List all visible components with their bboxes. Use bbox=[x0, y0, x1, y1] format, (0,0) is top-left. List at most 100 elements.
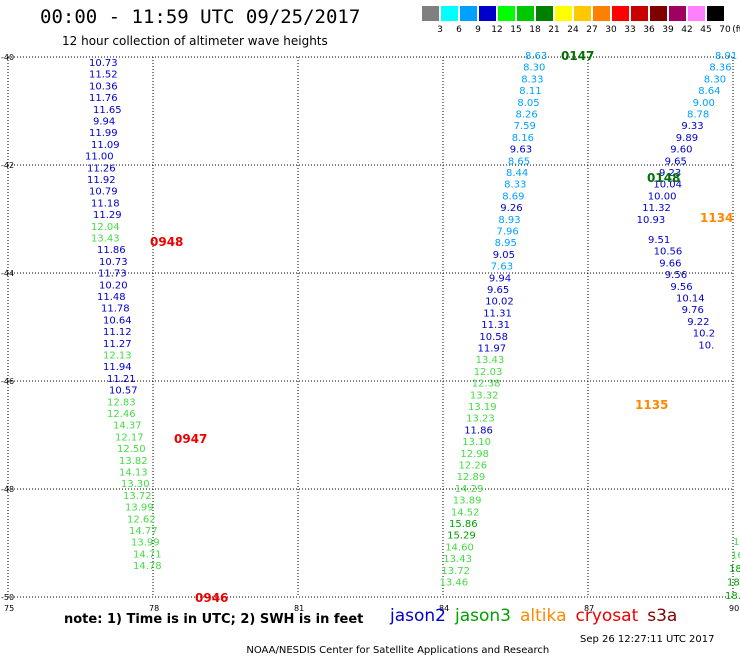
wave-height-value: 13.30 bbox=[121, 479, 150, 490]
wave-height-value: 14.78 bbox=[133, 561, 162, 572]
wave-height-value: 10.20 bbox=[99, 280, 128, 291]
wave-height-value: 9.00 bbox=[693, 98, 715, 109]
wave-height-value: 15.29 bbox=[447, 531, 476, 542]
wave-height-value: 11.12 bbox=[103, 327, 132, 338]
wave-height-value: 12.03 bbox=[474, 367, 503, 378]
legend-label: 9 bbox=[475, 25, 481, 35]
wave-height-value: 9.51 bbox=[648, 235, 670, 246]
wave-height-value: 9.76 bbox=[682, 305, 704, 316]
legend-label: 33 bbox=[624, 25, 636, 35]
wave-height-value: 8.91 bbox=[715, 51, 737, 62]
wave-height-value: 12.13 bbox=[103, 351, 132, 362]
x-tick-label: 87 bbox=[584, 604, 594, 613]
wave-height-value: 11.26 bbox=[87, 163, 116, 174]
satellite-legend: jason2 jason3 altika cryosat s3a bbox=[390, 606, 686, 626]
wave-height-value: 8.30 bbox=[523, 63, 545, 74]
wave-height-value: 7.63 bbox=[491, 262, 513, 273]
legend-swatch bbox=[574, 6, 591, 21]
wave-height-value: 8.63 bbox=[525, 51, 547, 62]
wave-height-value: 10.58 bbox=[479, 332, 508, 343]
legend-label: 36 bbox=[643, 25, 655, 35]
wave-height-value: 12.26 bbox=[459, 461, 488, 472]
page-title: 00:00 - 11:59 UTC 09/25/2017 bbox=[40, 6, 361, 28]
wave-height-value: 10. bbox=[698, 340, 714, 351]
wave-height-value: 11.27 bbox=[103, 339, 132, 350]
wave-height-value: 9.05 bbox=[493, 250, 515, 261]
wave-height-value: 10.93 bbox=[637, 215, 666, 226]
wave-height-value: 8.78 bbox=[687, 110, 709, 121]
wave-height-value: 11.73 bbox=[98, 269, 127, 280]
x-tick-label: 90 bbox=[729, 604, 739, 613]
wave-height-value: 9.60 bbox=[670, 145, 692, 156]
legend-swatch bbox=[536, 6, 553, 21]
wave-height-value: 11.18 bbox=[91, 198, 120, 209]
wave-height-value: 10.73 bbox=[89, 58, 118, 69]
legend-label: 39 bbox=[662, 25, 674, 35]
wave-height-value: 11.78 bbox=[101, 304, 130, 315]
footer: NOAA/NESDIS Center for Satellite Applica… bbox=[240, 634, 714, 667]
wave-height-value: 11.65 bbox=[93, 105, 122, 116]
wave-height-value: 8.64 bbox=[698, 86, 720, 97]
legend-label: 21 bbox=[548, 25, 560, 35]
wave-height-value: 14.37 bbox=[113, 421, 142, 432]
satellite-altika: altika bbox=[520, 606, 567, 626]
x-tick-label: 84 bbox=[439, 604, 449, 613]
wave-height-value: 11.99 bbox=[89, 128, 118, 139]
legend-swatch bbox=[498, 6, 515, 21]
legend-swatch bbox=[555, 6, 572, 21]
pass-time-label: 1135 bbox=[635, 398, 668, 412]
wave-height-map: -40-42-44-46-48-5075788184879010.7311.52… bbox=[1, 49, 740, 613]
legend-label: 27 bbox=[586, 25, 598, 35]
y-tick-label: -50 bbox=[1, 593, 14, 602]
wave-height-value: 9.56 bbox=[670, 282, 692, 293]
page-subtitle: 12 hour collection of altimeter wave hei… bbox=[62, 34, 328, 48]
legend-swatch bbox=[441, 6, 458, 21]
wave-height-value: 10.04 bbox=[653, 180, 682, 191]
wave-height-value: 14.52 bbox=[451, 507, 480, 518]
wave-height-value: 11.21 bbox=[107, 374, 136, 385]
legend-swatch bbox=[593, 6, 610, 21]
pass-time-label: 0947 bbox=[174, 432, 207, 446]
wave-height-value: 14.60 bbox=[445, 542, 474, 553]
wave-height-value: 12.50 bbox=[117, 444, 146, 455]
legend-swatch bbox=[669, 6, 686, 21]
wave-height-value: 13.99 bbox=[125, 503, 154, 514]
legend-label: 12 bbox=[491, 25, 503, 35]
wave-height-value: 13.43 bbox=[476, 355, 505, 366]
wave-height-value: 18.18 bbox=[725, 591, 740, 602]
wave-height-value: 8.05 bbox=[517, 98, 539, 109]
wave-height-value: 11.48 bbox=[97, 292, 126, 303]
wave-height-value: 10.2 bbox=[693, 329, 715, 340]
wave-height-value: 11.00 bbox=[85, 152, 114, 163]
wave-height-value: 8.93 bbox=[498, 215, 520, 226]
wave-height-value: 10.14 bbox=[676, 294, 705, 305]
wave-height-value: 10.02 bbox=[485, 297, 514, 308]
wave-height-value: 12.04 bbox=[91, 222, 120, 233]
wave-height-value: 11.76 bbox=[89, 93, 118, 104]
wave-height-value: 9.33 bbox=[681, 121, 703, 132]
wave-height-value: 8.33 bbox=[504, 180, 526, 191]
wave-height-value: 9.65 bbox=[487, 285, 509, 296]
legend-label: 6 bbox=[456, 25, 462, 35]
legend-label: 30 bbox=[605, 25, 617, 35]
wave-height-value: 11.86 bbox=[97, 245, 126, 256]
wave-height-value: 13.43 bbox=[91, 234, 120, 245]
legend-swatch bbox=[517, 6, 534, 21]
wave-height-value: 13.82 bbox=[119, 456, 148, 467]
wave-height-value: 11.32 bbox=[642, 203, 671, 214]
satellite-jason3: jason3 bbox=[455, 606, 511, 626]
legend-label: 45 bbox=[700, 25, 712, 35]
legend-swatch bbox=[479, 6, 496, 21]
wave-height-value: 11.86 bbox=[464, 425, 493, 436]
pass-time-label: 0148 bbox=[647, 171, 680, 185]
wave-height-value: 14.29 bbox=[455, 484, 484, 495]
wave-height-value: 12.46 bbox=[107, 409, 136, 420]
wave-height-value: 10.79 bbox=[89, 187, 118, 198]
satellite-s3a: s3a bbox=[647, 606, 678, 626]
wave-height-value: 18. bbox=[729, 564, 740, 575]
legend-label: 24 bbox=[567, 25, 579, 35]
wave-height-value: 8.16 bbox=[512, 133, 534, 144]
footer-timestamp: Sep 26 12:27:11 UTC 2017 bbox=[580, 634, 715, 645]
pass-time-label: 0946 bbox=[195, 591, 228, 605]
legend-swatch bbox=[422, 6, 439, 21]
